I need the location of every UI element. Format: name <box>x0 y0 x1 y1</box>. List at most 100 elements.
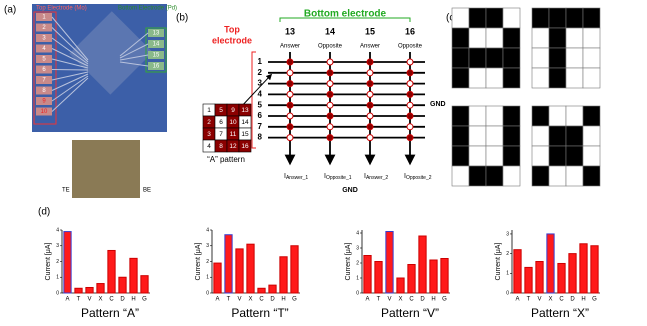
junction <box>286 123 294 131</box>
pixel <box>502 105 521 127</box>
pad <box>36 97 52 105</box>
current-label: IOpposite_1 <box>324 173 352 181</box>
pixel <box>451 145 470 167</box>
bar <box>396 277 405 294</box>
junction <box>326 69 334 77</box>
y-tick-label: 2 <box>56 259 59 265</box>
pixel <box>548 7 567 29</box>
pixel <box>565 165 584 187</box>
x-tick-label: G <box>592 297 597 303</box>
bar <box>224 234 233 294</box>
pixel <box>485 7 504 29</box>
y-axis-label: Current [μA] <box>195 243 202 281</box>
matrix-number: 16 <box>241 143 249 150</box>
pad-number: 1 <box>42 15 46 21</box>
matrix-caption: “A” pattern <box>207 155 245 164</box>
x-tick-label: G <box>292 297 297 303</box>
pixel <box>468 165 487 187</box>
junction <box>406 134 414 142</box>
pad-number: 5 <box>42 57 46 63</box>
current-label: IAnswer_2 <box>364 173 388 181</box>
current-symbol: I <box>324 173 326 180</box>
lead <box>51 27 89 63</box>
junction <box>406 90 414 98</box>
pixel <box>468 105 487 127</box>
pixel <box>582 125 601 147</box>
junction <box>326 90 334 98</box>
pad-number: 9 <box>42 99 46 105</box>
top-electrode-title: Top <box>224 24 240 34</box>
pad <box>36 44 52 53</box>
current-symbol: I <box>284 173 286 180</box>
x-tick-label: T <box>527 297 531 303</box>
row-number: 7 <box>258 122 263 131</box>
bar <box>440 258 449 294</box>
pad <box>148 40 164 48</box>
pixel <box>565 145 584 167</box>
junction <box>286 69 294 77</box>
matrix-number: 2 <box>207 119 211 126</box>
pixel <box>565 67 584 89</box>
lead <box>51 37 89 65</box>
y-tick-label: 4 <box>356 230 359 236</box>
pad-number: 2 <box>42 25 46 31</box>
bar <box>74 287 83 294</box>
pixel <box>451 47 470 69</box>
pixel <box>531 105 550 127</box>
pixel <box>468 47 487 69</box>
pixel <box>565 7 584 29</box>
pad-number: 6 <box>42 67 46 73</box>
pixel <box>468 125 487 147</box>
top-pad-box <box>33 11 57 125</box>
x-axis-label: Pattern “T” <box>231 306 288 320</box>
bar <box>63 231 72 294</box>
junction <box>366 80 374 88</box>
pad <box>36 76 52 84</box>
y-tick-label: 1 <box>506 271 509 277</box>
bar <box>257 287 266 294</box>
junction <box>406 58 414 66</box>
junction <box>286 112 294 120</box>
x-tick-label: T <box>77 297 81 303</box>
pixel <box>485 67 504 89</box>
crossbar-area <box>69 11 153 95</box>
bar <box>374 261 383 294</box>
junction <box>286 134 294 142</box>
y-tick-label: 0 <box>506 290 509 296</box>
pixel <box>548 125 567 147</box>
pixel <box>565 27 584 49</box>
pixel <box>582 165 601 187</box>
bar <box>524 266 533 294</box>
x-tick-label: H <box>581 297 585 303</box>
x-tick-label: H <box>281 297 285 303</box>
junction <box>366 90 374 98</box>
pixel <box>502 47 521 69</box>
pixel <box>582 27 601 49</box>
pixel <box>451 105 470 127</box>
x-tick-label: T <box>227 297 231 303</box>
te-label: TE <box>62 188 70 194</box>
lead <box>51 71 89 81</box>
x-axis-label: Pattern “X” <box>531 306 589 320</box>
x-tick-label: V <box>387 297 391 303</box>
junction <box>406 123 414 131</box>
pad <box>36 107 52 116</box>
x-tick-label: X <box>548 297 552 303</box>
pixel <box>548 67 567 89</box>
x-tick-label: G <box>442 297 447 303</box>
junction <box>366 112 374 120</box>
column-label: Answer <box>360 44 380 50</box>
lead <box>119 43 149 59</box>
x-tick-label: A <box>365 297 369 303</box>
x-tick-label: V <box>237 297 241 303</box>
junction <box>286 80 294 88</box>
column-number: 16 <box>405 26 415 36</box>
pad-number: 8 <box>42 88 46 94</box>
matrix-number: 12 <box>229 143 237 150</box>
matrix-number: 1 <box>207 107 211 114</box>
matrix-number: 14 <box>241 119 249 126</box>
junction <box>366 123 374 131</box>
pad-number: 3 <box>42 36 46 42</box>
row-number: 6 <box>258 111 263 120</box>
bar <box>85 286 94 294</box>
